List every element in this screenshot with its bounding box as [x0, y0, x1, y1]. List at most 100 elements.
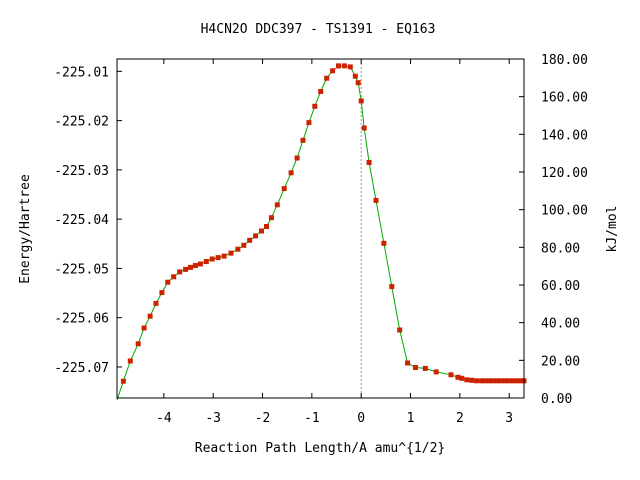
data-point [177, 269, 183, 275]
data-point [147, 313, 153, 319]
data-point [127, 358, 133, 364]
data-point [183, 266, 189, 272]
data-point [469, 377, 475, 383]
data-point [241, 242, 247, 248]
data-point [483, 378, 488, 384]
y2-tick-label: 120.00 [541, 166, 588, 181]
x-tick-label: 1 [407, 411, 415, 426]
energy-curve [116, 65, 524, 401]
data-point [281, 186, 287, 192]
x-tick-label: 0 [357, 411, 365, 426]
data-point [120, 378, 126, 384]
data-point [413, 365, 418, 370]
data-point [366, 160, 372, 165]
data-point [474, 378, 480, 384]
y2-tick-label: 140.00 [541, 128, 588, 143]
data-point [294, 155, 300, 161]
y-tick-label: -225.04 [54, 213, 109, 228]
y2-tick-label: 80.00 [541, 241, 580, 256]
data-point [341, 63, 347, 69]
x-axis-label: Reaction Path Length/A amu^{1/2} [195, 441, 445, 456]
data-point [422, 365, 428, 371]
data-point [324, 75, 330, 81]
y2-tick-label: 40.00 [541, 317, 580, 332]
data-point [330, 68, 336, 74]
data-point [479, 378, 485, 384]
x-tick-label: -4 [156, 411, 172, 426]
data-point [300, 137, 306, 143]
data-point [159, 290, 165, 296]
data-point [518, 378, 524, 384]
data-point [264, 224, 269, 229]
chart-title: H4CN2O DDC397 - TS1391 - EQ163 [201, 22, 436, 37]
data-point [209, 256, 215, 262]
data-point [361, 125, 367, 131]
data-point [235, 246, 241, 252]
y-tick-label: -225.02 [54, 115, 109, 130]
plot-frame [116, 58, 525, 399]
data-point [135, 341, 141, 347]
data-point [288, 170, 294, 176]
data-point [192, 263, 198, 268]
y-tick-label: -225.03 [54, 164, 109, 179]
data-point [498, 378, 504, 384]
data-point [506, 378, 512, 384]
data-point [228, 250, 234, 256]
data-point [318, 89, 324, 94]
data-point [510, 378, 516, 384]
y2-tick-label: 0.00 [541, 392, 572, 407]
y-axis-label-right: kJ/mol [605, 206, 620, 253]
data-point [373, 197, 379, 203]
data-point [259, 228, 264, 234]
x-tick-label: 2 [456, 411, 464, 426]
data-point [455, 374, 461, 380]
y2-tick-label: 160.00 [541, 91, 588, 106]
y2-tick-label: 180.00 [541, 53, 588, 68]
data-point [389, 284, 395, 290]
data-point [490, 378, 496, 384]
data-point [312, 103, 318, 109]
data-point [464, 377, 470, 383]
y2-tick-label: 60.00 [541, 279, 580, 294]
data-point [197, 261, 203, 267]
data-point [268, 215, 274, 221]
data-point [352, 73, 358, 79]
x-tick-label: -2 [255, 411, 271, 426]
data-point [188, 264, 193, 270]
tick-labels: -4 -3 -2 -1 0 1 2 3 -225.01 -225.02 -225.03 -225.04… [54, 53, 588, 426]
data-point [171, 274, 177, 280]
data-point [494, 378, 500, 384]
axes-layer [117, 58, 524, 399]
data-point [358, 98, 364, 104]
data-point [274, 202, 280, 208]
data-point [405, 360, 411, 366]
data-point [203, 259, 209, 264]
y-axis-label-left: Energy/Hartree [18, 174, 33, 284]
data-point [336, 63, 341, 69]
y2-tick-label: 20.00 [541, 354, 580, 369]
data-point [306, 120, 312, 126]
data-point [381, 240, 387, 246]
data-point [253, 233, 259, 239]
data-point [141, 325, 147, 331]
data-point [502, 378, 508, 384]
data-point [397, 327, 403, 333]
data-point [347, 64, 353, 70]
data-markers [120, 63, 527, 384]
data-point [165, 279, 171, 285]
x-tick-label: -1 [304, 411, 320, 426]
x-tick-label: -3 [205, 411, 221, 426]
data-point [448, 372, 454, 378]
y-tick-label: -225.01 [54, 65, 109, 80]
data-point [459, 375, 465, 381]
y2-tick-label: 100.00 [541, 204, 588, 219]
data-point [247, 237, 253, 243]
data-point [487, 378, 492, 384]
y-tick-label: -225.06 [54, 312, 109, 327]
data-point [215, 255, 221, 261]
y-tick-label: -225.05 [54, 262, 109, 277]
data-point [355, 80, 361, 86]
data-point [514, 378, 520, 384]
data-point [221, 253, 227, 259]
